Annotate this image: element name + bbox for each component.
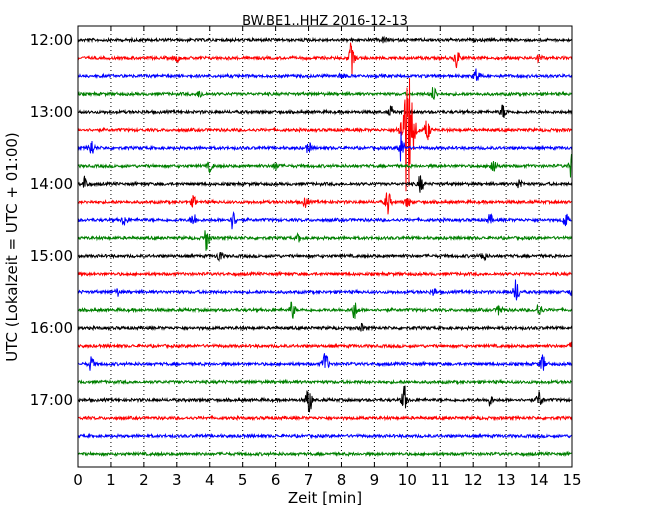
- x-tick-label: 13: [497, 471, 516, 489]
- trace-17:00: [77, 385, 573, 413]
- x-tick-label: 14: [530, 471, 549, 489]
- y-tick-label: 15:00: [30, 247, 73, 265]
- x-tick-label: 12: [464, 471, 483, 489]
- trace-15:45: [77, 301, 573, 319]
- y-tick-label: 14:00: [30, 175, 73, 193]
- trace-16:30: [77, 353, 572, 371]
- trace-13:00: [77, 104, 573, 119]
- y-tick-label: 16:00: [30, 319, 73, 337]
- trace-15:30: [77, 279, 573, 301]
- trace-12:00: [77, 35, 573, 44]
- trace-12:15: [77, 42, 573, 75]
- y-tick-label: 13:00: [30, 103, 73, 121]
- x-tick-label: 11: [431, 471, 450, 489]
- vertical-gridlines: [110, 26, 540, 467]
- chart-title: BW.BE1..HHZ 2016-12-13: [242, 14, 408, 29]
- trace-13:45: [77, 154, 573, 178]
- x-tick-label: 0: [73, 471, 83, 489]
- x-tick-label: 15: [562, 471, 581, 489]
- x-axis-ticks: 0 1 2 3 4 5 6 7 8 9 10 11 12 13 14 15: [73, 26, 582, 489]
- trace-17:45: [77, 450, 573, 458]
- x-tick-label: 3: [172, 471, 182, 489]
- trace-16:45: [77, 378, 573, 386]
- trace-13:15: [77, 78, 573, 192]
- trace-15:15: [77, 270, 573, 278]
- y-tick-label: 17:00: [30, 391, 73, 409]
- x-axis-label: Zeit [min]: [288, 489, 362, 507]
- seismogram-traces: [77, 35, 573, 458]
- y-tick-label: 12:00: [30, 31, 73, 49]
- trace-17:30: [77, 432, 573, 440]
- plot-frame: [77, 25, 573, 468]
- x-tick-label: 1: [106, 471, 116, 489]
- trace-14:45: [77, 230, 573, 251]
- trace-17:15: [77, 414, 573, 422]
- trace-15:00: [77, 251, 573, 263]
- x-tick-label: 6: [271, 471, 281, 489]
- trace-14:30: [77, 210, 573, 230]
- trace-13:30: [77, 131, 573, 162]
- x-tick-label: 4: [205, 471, 215, 489]
- trace-16:00: [77, 322, 573, 332]
- trace-14:15: [77, 192, 573, 215]
- trace-16:15: [77, 341, 573, 350]
- x-tick-label: 5: [238, 471, 248, 489]
- x-tick-label: 10: [398, 471, 417, 489]
- trace-12:45: [77, 87, 573, 100]
- x-tick-label: 2: [139, 471, 149, 489]
- trace-14:00: [77, 175, 573, 193]
- y-axis-label: UTC (Lokalzeit = UTC + 01:00): [3, 132, 21, 362]
- x-tick-label: 8: [337, 471, 347, 489]
- trace-12:30: [77, 68, 573, 81]
- x-tick-label: 7: [304, 471, 314, 489]
- x-tick-label: 9: [370, 471, 380, 489]
- y-axis-ticks: 12:00 13:00 14:00 15:00 16:00 17:00: [30, 31, 572, 409]
